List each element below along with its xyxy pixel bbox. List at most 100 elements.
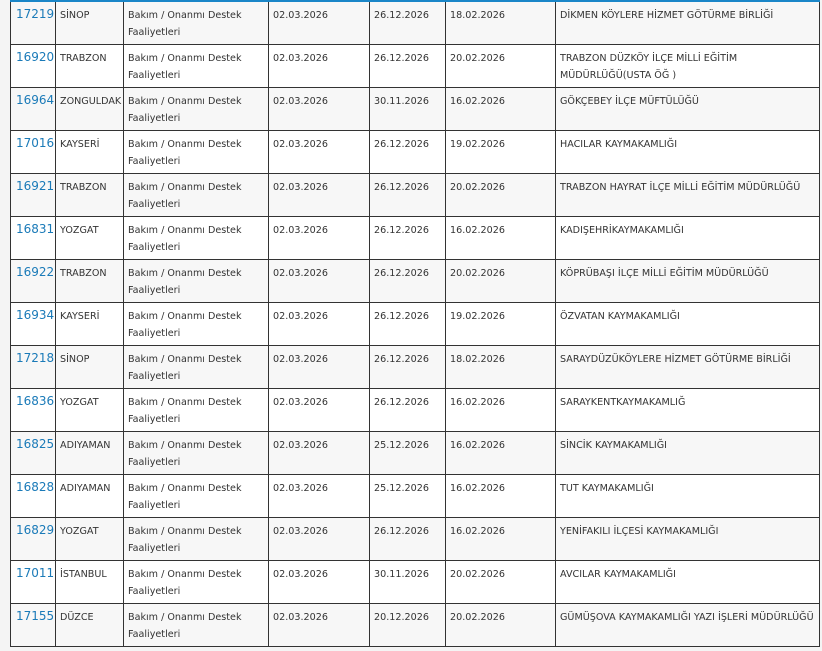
institution-cell: TRABZON DÜZKÖY İLÇE MİLLİ EĞİTİM MÜDÜRLÜ… — [555, 44, 820, 88]
id-cell: 16964 — [10, 87, 56, 131]
end-date-cell: 26.12.2026 — [369, 345, 446, 389]
city-cell: TRABZON — [55, 259, 124, 303]
id-cell: 16934 — [10, 302, 56, 346]
id-link[interactable]: 17155 — [16, 609, 55, 623]
id-link[interactable]: 16831 — [16, 222, 55, 236]
city-cell: ADIYAMAN — [55, 474, 124, 518]
start-date-cell: 02.03.2026 — [268, 603, 370, 647]
category-cell: Bakım / Onanmı Destek Faaliyetleri — [128, 96, 242, 124]
table-row: 17155 DÜZCE Bakım / Onanmı Destek Faaliyet… — [10, 603, 820, 647]
table-row: 17219 SİNOP Bakım / Onanmı Destek Faaliyet… — [10, 0, 820, 45]
id-link[interactable]: 17219 — [16, 7, 55, 21]
deadline-date-cell: 16.02.2026 — [445, 216, 556, 260]
start-date-cell: 02.03.2026 — [273, 440, 328, 451]
city-cell: ZONGULDAK — [60, 96, 122, 107]
city-cell: TRABZON — [60, 268, 107, 279]
institution-cell: SARAYKENTKAYMAKAMLIĞ — [560, 397, 686, 408]
city-cell: YOZGAT — [60, 526, 99, 537]
category-cell: Bakım / Onanmı Destek Faaliyetleri — [128, 10, 242, 38]
id-link[interactable]: 16836 — [16, 394, 55, 408]
deadline-date-cell: 20.02.2026 — [450, 612, 505, 623]
id-link[interactable]: 17011 — [16, 566, 55, 580]
table-row: 17218 SİNOP Bakım / Onanmı Destek Faaliyet… — [10, 345, 820, 389]
deadline-date-cell: 16.02.2026 — [445, 517, 556, 561]
deadline-date-cell: 16.02.2026 — [450, 225, 505, 236]
institution-cell: DİKMEN KÖYLERE HİZMET GÖTÜRME BİRLİĞİ — [560, 10, 774, 21]
institution-cell: YENİFAKILI İLÇESİ KAYMAKAMLIĞI — [555, 517, 820, 561]
end-date-cell: 26.12.2026 — [374, 397, 429, 408]
table-row: 16836 YOZGAT Bakım / Onanmı Destek Faaliye… — [10, 388, 820, 432]
id-cell: 16920 — [10, 44, 56, 88]
id-link[interactable]: 16920 — [16, 50, 55, 64]
city-cell: İSTANBUL — [55, 560, 124, 604]
deadline-date-cell: 16.02.2026 — [445, 431, 556, 475]
institution-cell: AVCILAR KAYMAKAMLIĞI — [560, 569, 676, 580]
institution-cell: GÜMÜŞOVA KAYMAKAMLIĞI YAZI İŞLERİ MÜDÜRL… — [555, 603, 820, 647]
institution-cell: GÖKÇEBEY İLÇE MÜFTÜLÜĞÜ — [560, 96, 699, 107]
table-row: 16831 YOZGAT Bakım / Onanmı Destek Faaliye… — [10, 216, 820, 260]
end-date-cell: 26.12.2026 — [369, 388, 446, 432]
city-cell: TRABZON — [60, 53, 107, 64]
institution-cell: SİNCİK KAYMAKAMLIĞI — [560, 440, 668, 451]
table-row: 16920 TRABZON Bakım / Onanmı Destek Faaliy… — [10, 44, 820, 88]
id-cell: 16829 — [10, 517, 56, 561]
id-cell: 17155 — [10, 603, 56, 647]
end-date-cell: 26.12.2026 — [369, 216, 446, 260]
start-date-cell: 02.03.2026 — [268, 517, 370, 561]
table-row: 16934 KAYSERİ Bakım / Onanmı Destek Faaliy… — [10, 302, 820, 346]
id-link[interactable]: 16921 — [16, 179, 55, 193]
start-date-cell: 02.03.2026 — [273, 182, 328, 193]
start-date-cell: 02.03.2026 — [268, 130, 370, 174]
start-date-cell: 02.03.2026 — [273, 311, 328, 322]
id-link[interactable]: 16964 — [16, 93, 55, 107]
table-row: 16921 TRABZON Bakım / Onanmı Destek Faaliy… — [10, 173, 820, 217]
end-date-cell: 26.12.2026 — [369, 44, 446, 88]
end-date-cell: 25.12.2026 — [374, 440, 429, 451]
id-link[interactable]: 16828 — [16, 480, 55, 494]
institution-cell: TUT KAYMAKAMLIĞI — [560, 483, 654, 494]
city-cell: TRABZON — [55, 44, 124, 88]
category-cell: Bakım / Onanmı Destek Faaliyetleri — [128, 440, 242, 468]
start-date-cell: 02.03.2026 — [273, 225, 328, 236]
institution-cell: DİKMEN KÖYLERE HİZMET GÖTÜRME BİRLİĞİ — [555, 0, 820, 45]
id-link[interactable]: 17218 — [16, 351, 55, 365]
deadline-date-cell: 19.02.2026 — [445, 130, 556, 174]
table-row: 16922 TRABZON Bakım / Onanmı Destek Faaliy… — [10, 259, 820, 303]
start-date-cell: 02.03.2026 — [268, 87, 370, 131]
category-cell: Bakım / Onanmı Destek Faaliyetleri — [123, 603, 269, 647]
institution-cell: TUT KAYMAKAMLIĞI — [555, 474, 820, 518]
deadline-date-cell: 16.02.2026 — [450, 526, 505, 537]
category-cell: Bakım / Onanmı Destek Faaliyetleri — [128, 483, 242, 511]
id-link[interactable]: 16829 — [16, 523, 55, 537]
deadline-date-cell: 18.02.2026 — [450, 10, 505, 21]
start-date-cell: 02.03.2026 — [273, 139, 328, 150]
institution-cell: SİNCİK KAYMAKAMLIĞI — [555, 431, 820, 475]
end-date-cell: 26.12.2026 — [374, 10, 429, 21]
institution-cell: KÖPRÜBAŞI İLÇE MİLLİ EĞİTİM MÜDÜRLÜĞÜ — [560, 268, 769, 279]
deadline-date-cell: 19.02.2026 — [450, 311, 505, 322]
city-cell: SİNOP — [55, 0, 124, 45]
start-date-cell: 02.03.2026 — [268, 173, 370, 217]
category-cell: Bakım / Onanmı Destek Faaliyetleri — [128, 53, 242, 81]
start-date-cell: 02.03.2026 — [273, 612, 328, 623]
end-date-cell: 25.12.2026 — [374, 483, 429, 494]
deadline-date-cell: 20.02.2026 — [450, 268, 505, 279]
institution-cell: YENİFAKILI İLÇESİ KAYMAKAMLIĞI — [560, 526, 719, 537]
institution-cell: KADIŞEHRİKAYMAKAMLIĞI — [560, 225, 684, 236]
start-date-cell: 02.03.2026 — [268, 216, 370, 260]
id-link[interactable]: 16922 — [16, 265, 55, 279]
category-cell: Bakım / Onanmı Destek Faaliyetleri — [128, 569, 242, 597]
id-link[interactable]: 16934 — [16, 308, 55, 322]
end-date-cell: 25.12.2026 — [369, 474, 446, 518]
institution-cell: SARAYDÜZÜKÖYLERE HİZMET GÖTÜRME BİRLİĞİ — [560, 354, 791, 365]
deadline-date-cell: 16.02.2026 — [450, 483, 505, 494]
id-cell: 16831 — [10, 216, 56, 260]
id-link[interactable]: 17016 — [16, 136, 55, 150]
city-cell: DÜZCE — [60, 612, 94, 623]
city-cell: YOZGAT — [55, 388, 124, 432]
city-cell: TRABZON — [60, 182, 107, 193]
id-link[interactable]: 16825 — [16, 437, 55, 451]
category-cell: Bakım / Onanmı Destek Faaliyetleri — [123, 345, 269, 389]
table-row: 17011 İSTANBUL Bakım / Onanmı Destek Faali… — [10, 560, 820, 604]
id-cell: 16921 — [10, 173, 56, 217]
